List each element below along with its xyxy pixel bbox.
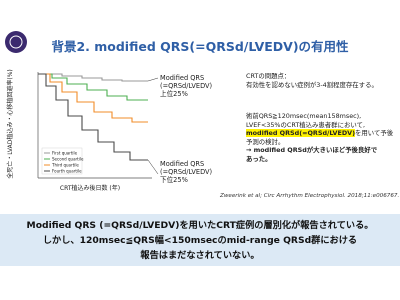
conclusion: Modified QRS (=QRSd/LVEDV)を用いたCRT症例の層別化が…: [0, 214, 400, 266]
callout-line: Modified QRS: [160, 160, 205, 168]
text-span: を用いて予後: [355, 129, 394, 138]
km-chart: 全死亡・LVAD植込み・心移植回避率(%) CRT植込み後日数 (年) Firs…: [6, 69, 159, 192]
y-axis-label: 全死亡・LVAD植込み・心移植回避率(%): [6, 69, 14, 179]
callout-line: 上位25%: [160, 90, 188, 98]
callout-line: 下位25%: [160, 176, 188, 184]
text-line: 予測の検討。: [246, 137, 285, 146]
conclusion-line: しかし、120msec≦QRS幅<150msecのmid-range QRSd群…: [42, 235, 358, 246]
text-line: LVEF<35%のCRT植込み患者群において,: [246, 120, 365, 129]
legend-entry: Second quartile: [52, 157, 84, 162]
text-line: 有効性を認めない症例が3-4割程度存在する。: [246, 80, 378, 89]
callout-top: Modified QRS (=QRSd/LVEDV) 上位25%: [160, 74, 212, 98]
method-text: 術前QRS≧120msec(mean158msec), LVEF<35%のCRT…: [246, 112, 393, 164]
logo: [5, 31, 27, 53]
text-line: modified QRSd(=QRSd/LVEDV)を用いて予後: [246, 129, 393, 138]
slide-title: 背景2. modified QRS(=QRSd/LVEDV)の有用性: [51, 39, 349, 54]
legend-entry: Fourth quartile: [52, 169, 82, 174]
callout-line: (=QRSd/LVEDV): [160, 168, 213, 176]
problem-text: CRTの問題点： 有効性を認めない症例が3-4割程度存在する。: [246, 72, 378, 89]
legend-entry: First quartile: [52, 151, 78, 156]
callout-bottom: Modified QRS (=QRSd/LVEDV) 下位25%: [160, 160, 212, 184]
text-line: CRTの問題点：: [246, 72, 291, 80]
highlight: modified QRSd(=QRSd/LVEDV): [246, 129, 356, 138]
conclusion-line: 報告はまだなされていない。: [140, 250, 260, 261]
callout-line: (=QRSd/LVEDV): [160, 82, 213, 90]
citation: Zweerink et al; Circ Arrhythm Electrophy…: [220, 193, 400, 199]
callout-line: Modified QRS: [160, 74, 205, 82]
text-line: 術前QRS≧120msec(mean158msec),: [246, 112, 362, 120]
x-axis-label: CRT植込み後日数 (年): [60, 184, 120, 192]
legend-entry: Third quartile: [51, 163, 79, 168]
conclusion-line: Modified QRS (=QRSd/LVEDV)を用いたCRT症例の層別化が…: [26, 220, 374, 231]
text-line: → modified QRSdが大きいほど予後良好で: [246, 146, 378, 155]
text-line: あった。: [246, 154, 272, 163]
